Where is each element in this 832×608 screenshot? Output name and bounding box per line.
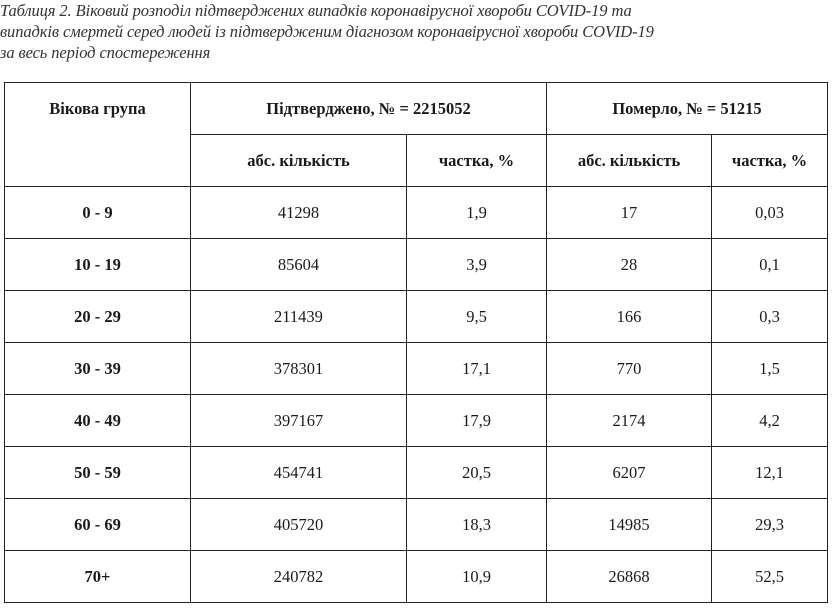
confirmed-pct-cell: 9,5 (405, 290, 548, 343)
deaths-abs-cell: 770 (546, 342, 713, 395)
confirmed-abs-cell: 405720 (190, 498, 407, 551)
table-caption: Таблиця 2. Віковий розподіл підтверджени… (0, 0, 832, 63)
age-distribution-table: Вікова група Підтверджено, № = 2215052 П… (4, 82, 829, 603)
header-age-group: Вікова група (4, 82, 191, 187)
table-row: 10 - 19 85604 3,9 28 0,1 (4, 238, 829, 291)
deaths-pct-cell: 12,1 (711, 446, 829, 499)
header-deaths: Померло, № = 51215 (546, 82, 829, 135)
deaths-abs-cell: 2174 (546, 394, 713, 447)
confirmed-abs-cell: 41298 (190, 186, 407, 239)
table-row: 60 - 69 405720 18,3 14985 29,3 (4, 498, 829, 551)
confirmed-abs-cell: 240782 (190, 550, 407, 603)
confirmed-pct-cell: 20,5 (405, 446, 548, 499)
deaths-abs-cell: 26868 (546, 550, 713, 603)
table-row: 0 - 9 41298 1,9 17 0,03 (4, 186, 829, 239)
age-cell: 10 - 19 (4, 238, 191, 291)
table-row: 20 - 29 211439 9,5 166 0,3 (4, 290, 829, 343)
age-cell: 40 - 49 (4, 394, 191, 447)
table-row: 40 - 49 397167 17,9 2174 4,2 (4, 394, 829, 447)
header-deaths-pct: частка, % (711, 134, 829, 187)
table-row: 70+ 240782 10,9 26868 52,5 (4, 550, 829, 603)
age-cell: 70+ (4, 550, 191, 603)
header-confirmed-pct: частка, % (405, 134, 548, 187)
age-cell: 0 - 9 (4, 186, 191, 239)
confirmed-abs-cell: 378301 (190, 342, 407, 395)
deaths-pct-cell: 4,2 (711, 394, 829, 447)
confirmed-pct-cell: 10,9 (405, 550, 548, 603)
deaths-pct-cell: 0,3 (711, 290, 829, 343)
deaths-pct-cell: 29,3 (711, 498, 829, 551)
confirmed-abs-cell: 454741 (190, 446, 407, 499)
header-confirmed: Підтверджено, № = 2215052 (189, 82, 548, 135)
table-row: 30 - 39 378301 17,1 770 1,5 (4, 342, 829, 395)
deaths-pct-cell: 0,03 (711, 186, 829, 239)
confirmed-pct-cell: 3,9 (405, 238, 548, 291)
caption-line: випадків смертей серед людей із підтверд… (0, 22, 654, 41)
confirmed-pct-cell: 17,1 (405, 342, 548, 395)
header-deaths-abs: абс. кількість (546, 134, 713, 187)
age-cell: 60 - 69 (4, 498, 191, 551)
age-cell: 50 - 59 (4, 446, 191, 499)
deaths-abs-cell: 6207 (546, 446, 713, 499)
deaths-pct-cell: 52,5 (711, 550, 829, 603)
deaths-abs-cell: 14985 (546, 498, 713, 551)
confirmed-pct-cell: 18,3 (405, 498, 548, 551)
deaths-abs-cell: 17 (546, 186, 713, 239)
deaths-pct-cell: 1,5 (711, 342, 829, 395)
confirmed-pct-cell: 1,9 (405, 186, 548, 239)
confirmed-abs-cell: 397167 (190, 394, 407, 447)
confirmed-pct-cell: 17,9 (405, 394, 548, 447)
confirmed-abs-cell: 85604 (190, 238, 407, 291)
deaths-abs-cell: 28 (546, 238, 713, 291)
table-row: 50 - 59 454741 20,5 6207 12,1 (4, 446, 829, 499)
header-confirmed-abs: абс. кількість (190, 134, 407, 187)
confirmed-abs-cell: 211439 (190, 290, 407, 343)
deaths-pct-cell: 0,1 (711, 238, 829, 291)
deaths-abs-cell: 166 (546, 290, 713, 343)
caption-line: Таблиця 2. Віковий розподіл підтверджени… (0, 1, 632, 20)
age-cell: 20 - 29 (4, 290, 191, 343)
caption-line: за весь період спостереження (0, 43, 211, 62)
age-cell: 30 - 39 (4, 342, 191, 395)
